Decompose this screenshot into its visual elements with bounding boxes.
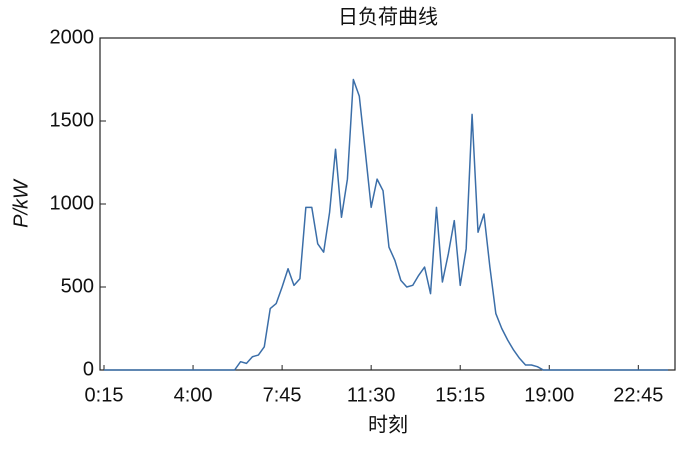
x-tick-label: 19:00 xyxy=(524,384,574,406)
x-tick-label: 0:15 xyxy=(85,384,124,406)
y-tick-label: 500 xyxy=(61,275,94,297)
x-tick-label: 22:45 xyxy=(613,384,663,406)
series-line xyxy=(104,78,668,371)
y-tick-label: 1000 xyxy=(50,192,95,214)
y-tick-label: 2000 xyxy=(50,26,95,48)
x-tick-label: 4:00 xyxy=(174,384,213,406)
x-axis-label: 时刻 xyxy=(368,413,408,436)
x-tick-label: 15:15 xyxy=(435,384,485,406)
chart-title: 日负荷曲线 xyxy=(338,5,438,28)
x-tick-label: 11:30 xyxy=(347,384,396,406)
y-tick-label: 0 xyxy=(83,358,94,380)
plot-frame xyxy=(99,37,676,371)
x-tick-label: 7:45 xyxy=(263,384,302,406)
y-axis-label: P/kW xyxy=(10,178,32,228)
y-tick-label: 1500 xyxy=(50,109,95,131)
